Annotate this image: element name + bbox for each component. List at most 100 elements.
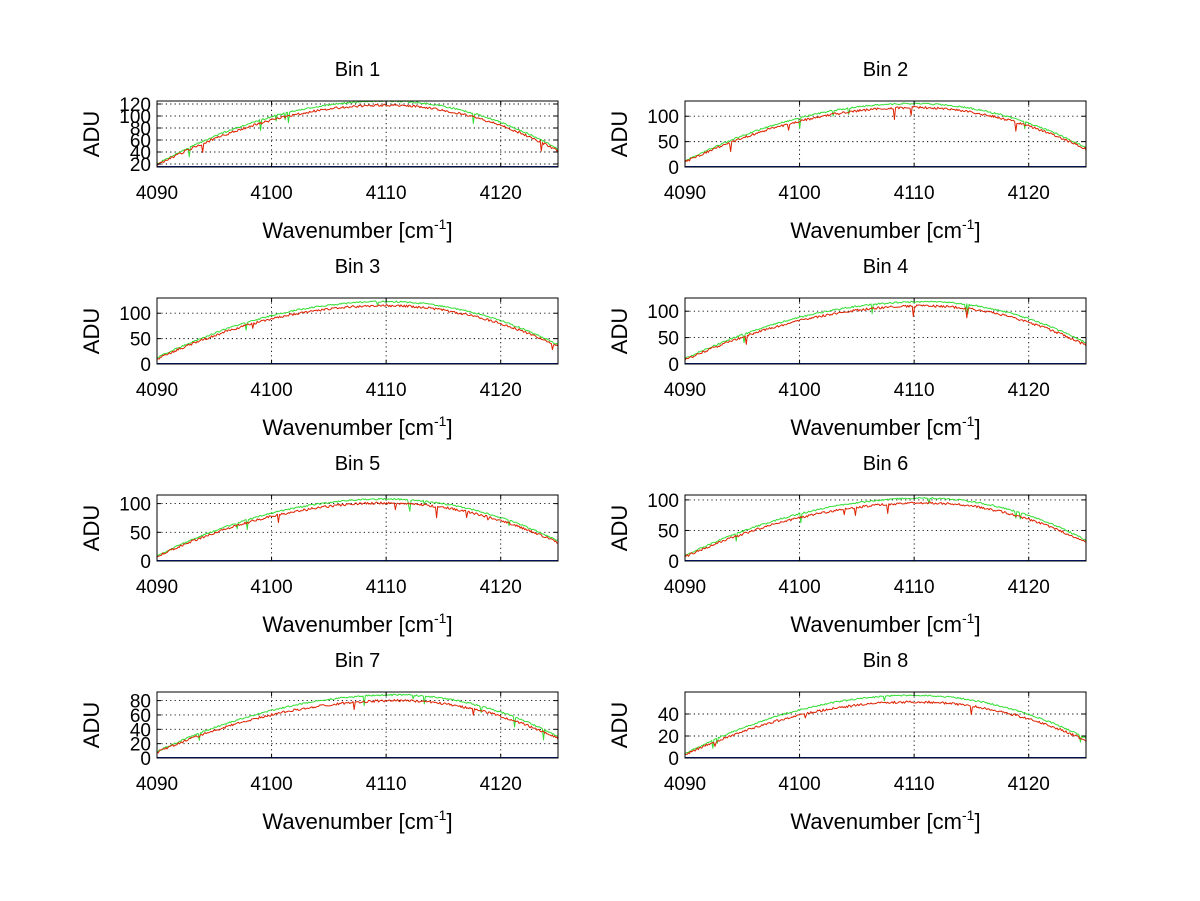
subplot-title: Bin 8	[863, 650, 909, 672]
y-tick-label: 50	[658, 521, 679, 542]
x-axis-label-main: Wavenumber [cm	[790, 218, 962, 243]
x-axis-label-main: Wavenumber [cm	[262, 612, 434, 637]
y-axis-label: ADU	[79, 505, 104, 551]
x-axis-label-end: ]	[446, 218, 452, 243]
x-tick-label: 4090	[664, 380, 706, 401]
x-axis-label: Wavenumber [cm-1]	[262, 610, 452, 637]
y-tick-label: 50	[130, 330, 151, 351]
series-line-red	[685, 105, 1086, 163]
x-tick-label: 4110	[894, 183, 935, 204]
x-tick-label: 4090	[136, 774, 178, 795]
series-group	[157, 693, 558, 758]
x-axis-label-superscript: -1	[434, 610, 447, 626]
x-tick-label: 4120	[480, 183, 522, 204]
axes-box	[684, 297, 1087, 365]
x-tick-label: 4090	[664, 774, 706, 795]
y-tick-label: 100	[119, 107, 151, 128]
x-tick-label: 4090	[136, 380, 178, 401]
x-axis-label-end: ]	[974, 612, 980, 637]
y-axis-label: ADU	[607, 505, 632, 551]
axes-box	[684, 494, 1087, 562]
x-axis-label-superscript: -1	[434, 413, 447, 429]
x-tick-label: 4120	[1008, 577, 1050, 598]
y-tick-label: 40	[658, 705, 679, 726]
x-tick-label: 4100	[778, 380, 820, 401]
plot-area	[684, 297, 1087, 365]
y-tick-label: 0	[668, 749, 679, 770]
x-axis-label-superscript: -1	[962, 807, 975, 823]
x-tick-label: 4120	[1008, 183, 1050, 204]
plot-area	[156, 100, 559, 168]
subplot-bin-5: 4090 4100 4110 4120 0 50 100 Bin 5 Wavenumber [c…	[79, 453, 559, 637]
x-axis-label: Wavenumber [cm-1]	[262, 216, 452, 243]
x-tick-label: 4100	[778, 577, 820, 598]
plot-area	[156, 494, 559, 562]
series-line-red	[157, 103, 558, 167]
series-group	[685, 496, 1086, 561]
x-tick-label: 4090	[136, 577, 178, 598]
series-group	[157, 497, 558, 561]
y-axis-label: ADU	[607, 308, 632, 354]
series-line-green	[157, 693, 558, 753]
x-axis-label: Wavenumber [cm-1]	[262, 807, 452, 834]
x-axis-label: Wavenumber [cm-1]	[790, 807, 980, 834]
x-tick-label: 4090	[136, 183, 178, 204]
y-tick-label: 80	[130, 119, 151, 140]
y-tick-label: 0	[140, 552, 151, 573]
series-group	[685, 694, 1086, 758]
y-tick-label: 100	[647, 491, 679, 512]
x-axis-label-end: ]	[446, 612, 452, 637]
series-line-red	[157, 698, 558, 754]
subplot-title: Bin 5	[335, 453, 381, 475]
subplot-title: Bin 1	[335, 59, 381, 81]
y-tick-label: 20	[130, 155, 151, 176]
y-tick-label: 100	[119, 495, 151, 516]
y-tick-label: 40	[130, 720, 151, 741]
subplot-title: Bin 7	[335, 650, 381, 672]
series-line-red	[157, 501, 558, 558]
x-axis-label-main: Wavenumber [cm	[790, 612, 962, 637]
y-tick-label: 50	[658, 329, 679, 350]
axes-box	[684, 100, 1087, 168]
axes-box	[156, 494, 559, 562]
x-axis-label-end: ]	[446, 415, 452, 440]
x-tick-label: 4100	[250, 774, 292, 795]
series-line-green	[685, 694, 1086, 755]
series-group	[157, 300, 558, 364]
x-axis-label: Wavenumber [cm-1]	[790, 413, 980, 440]
axes-box	[156, 297, 559, 365]
series-line-red	[685, 304, 1086, 361]
x-tick-label: 4120	[480, 577, 522, 598]
y-axis-label: ADU	[607, 702, 632, 748]
y-tick-label: 80	[130, 692, 151, 713]
y-tick-label: 40	[130, 143, 151, 164]
x-tick-label: 4110	[894, 577, 935, 598]
axes-box	[156, 100, 559, 168]
y-tick-label: 0	[140, 749, 151, 770]
x-tick-label: 4120	[1008, 774, 1050, 795]
x-axis-label-superscript: -1	[962, 216, 975, 232]
series-line-red	[157, 304, 558, 360]
y-tick-label: 0	[668, 355, 679, 376]
subplot-bin-6: 4090 4100 4110 4120 0 50 100 Bin 6 Wavenumber [c…	[607, 453, 1087, 637]
y-tick-label: 100	[647, 107, 679, 128]
series-line-green	[157, 300, 558, 359]
x-tick-label: 4110	[894, 774, 935, 795]
y-tick-label: 0	[140, 355, 151, 376]
series-line-red	[685, 501, 1086, 558]
x-tick-label: 4110	[894, 380, 935, 401]
x-axis-label: Wavenumber [cm-1]	[790, 610, 980, 637]
y-tick-label: 0	[668, 552, 679, 573]
plot-area	[156, 297, 559, 365]
x-axis-label: Wavenumber [cm-1]	[790, 216, 980, 243]
x-tick-label: 4090	[664, 577, 706, 598]
x-axis-label-end: ]	[974, 218, 980, 243]
y-tick-label: 50	[130, 523, 151, 544]
y-tick-label: 100	[647, 302, 679, 323]
x-axis-label-end: ]	[974, 415, 980, 440]
y-axis-label: ADU	[79, 308, 104, 354]
subplot-bin-2: 4090 4100 4110 4120 0 50 100 Bin 2 Wavenumber [c…	[607, 59, 1087, 243]
subplot-title: Bin 4	[863, 256, 909, 278]
